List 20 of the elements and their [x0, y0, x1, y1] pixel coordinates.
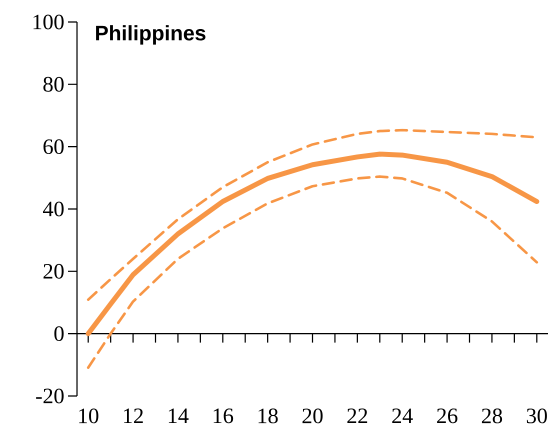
x-tick-label: 26: [437, 408, 458, 424]
x-tick-label: 28: [482, 408, 502, 424]
x-tick-label: 16: [214, 408, 234, 424]
x-tick-label: 24: [392, 408, 413, 424]
x-tick-label: 12: [124, 408, 143, 424]
y-tick-label: -20: [36, 388, 64, 404]
x-tick-label: 20: [302, 408, 323, 424]
y-tick-label: 20: [44, 264, 64, 279]
x-tick-label: 10: [79, 408, 98, 424]
y-tick-label: 40: [42, 202, 64, 216]
x-tick-label: 30: [526, 408, 547, 424]
y-tick-label: 80: [43, 76, 64, 92]
line-series: [86, 175, 538, 369]
x-tick-label: 22: [347, 408, 368, 424]
y-tick-label: 0: [54, 326, 64, 342]
x-tick-label: 14: [168, 408, 189, 423]
chart-title: Philippines: [96, 25, 206, 45]
x-tick-label: 18: [258, 408, 278, 424]
y-tick-label: 100: [34, 14, 64, 30]
y-tick-label: 60: [44, 139, 64, 154]
